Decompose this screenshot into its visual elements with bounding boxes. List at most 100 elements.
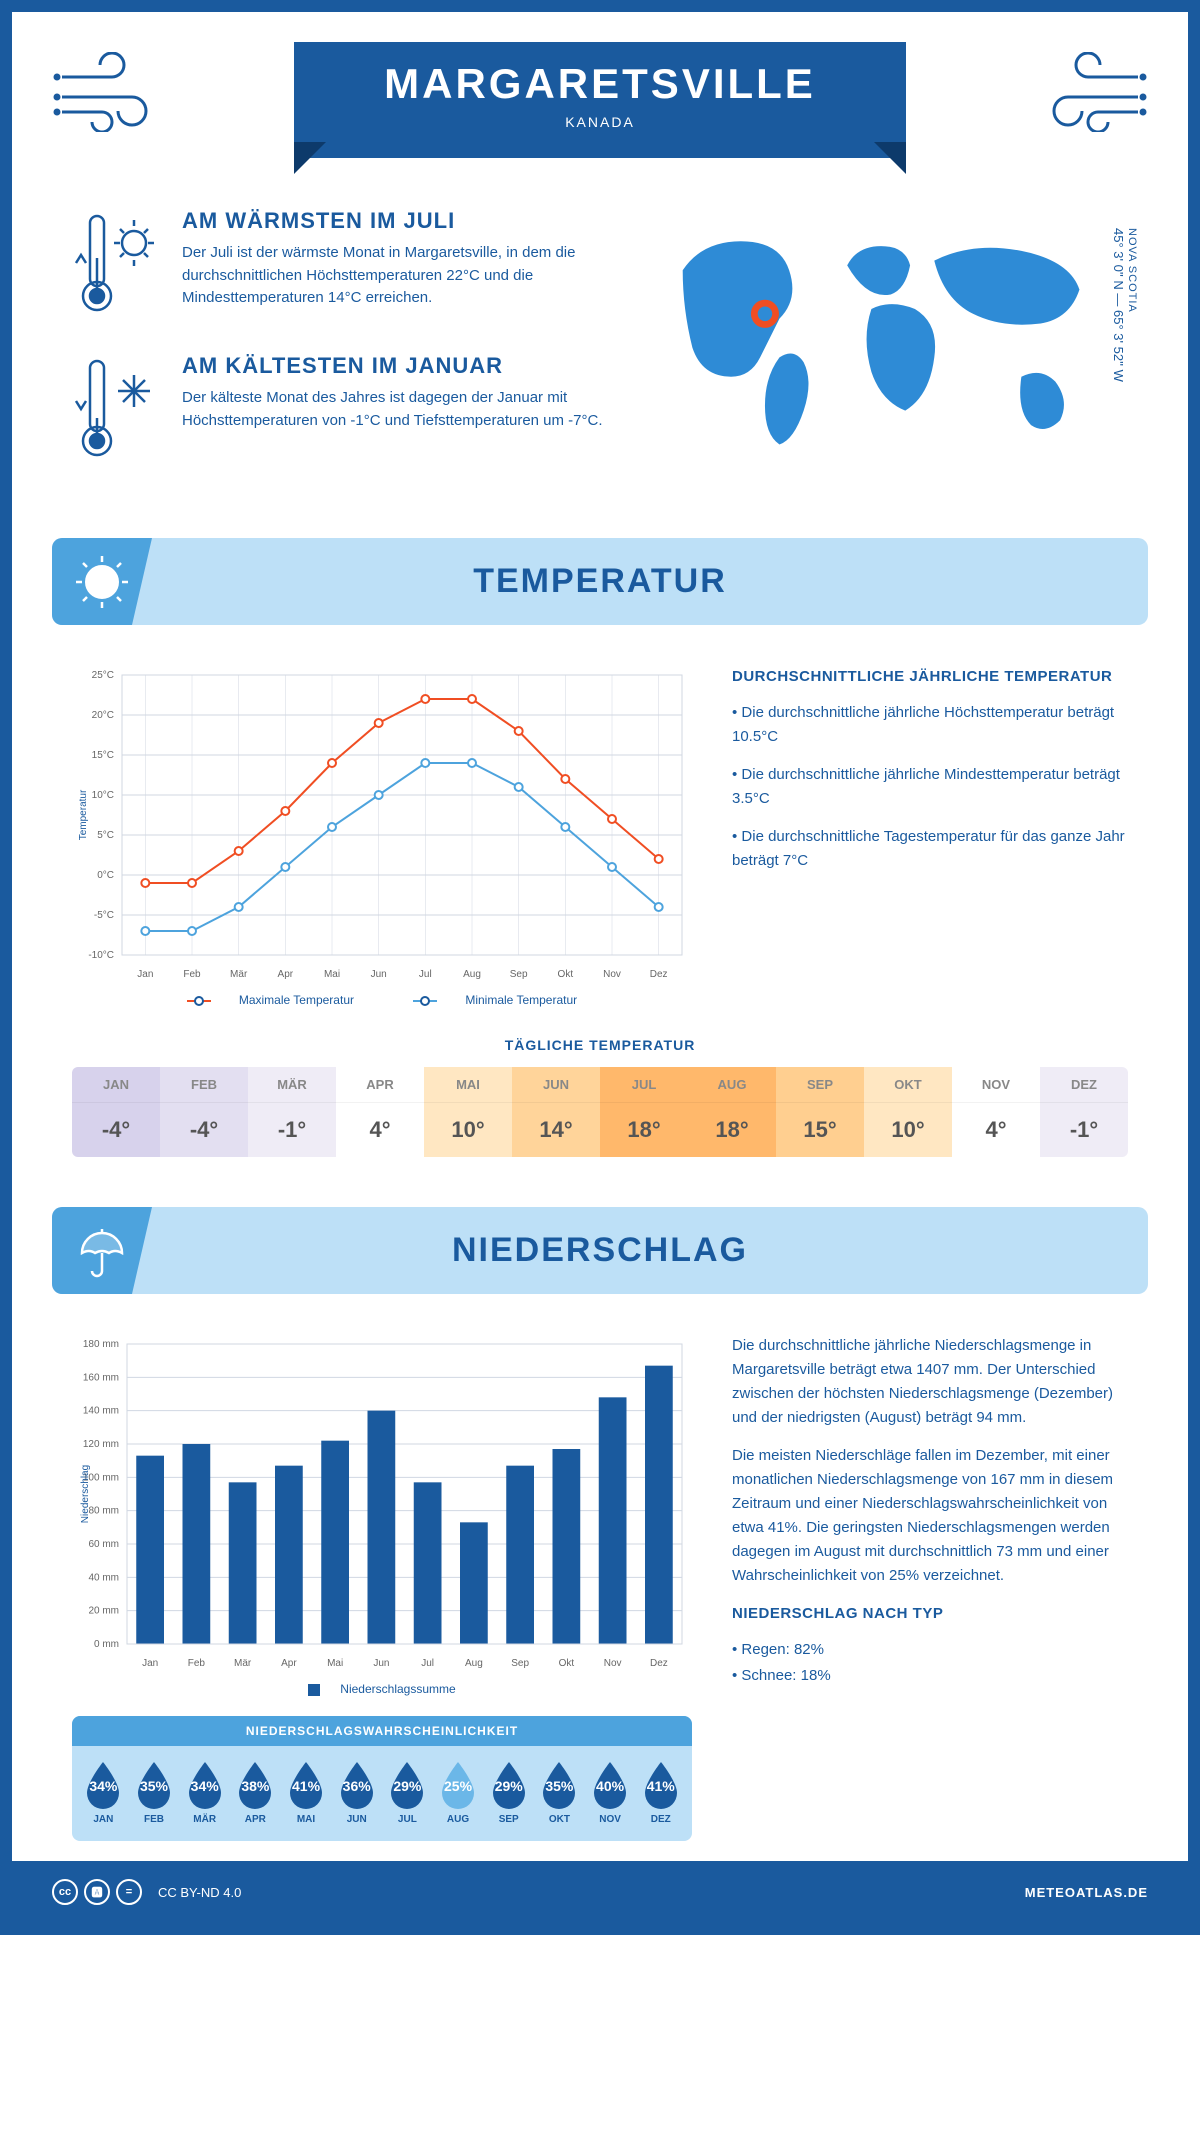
facts-column: AM WÄRMSTEN IM JULI Der Juli ist der wär… [72,208,604,498]
svg-text:Aug: Aug [465,1658,483,1669]
temp-cell: MÄR-1° [248,1067,336,1157]
probability-drop: 35% OKT [534,1760,585,1825]
coords-label: 45° 3' 0'' N — 65° 3' 52'' W [1111,228,1126,382]
probability-title: NIEDERSCHLAGSWAHRSCHEINLICHKEIT [72,1716,692,1746]
temp-cell: APR4° [336,1067,424,1157]
sun-icon [52,538,152,625]
probability-drop: 34% MÄR [179,1760,230,1825]
svg-text:Nov: Nov [603,969,621,980]
license-label: CC BY-ND 4.0 [158,1885,241,1900]
svg-text:Jul: Jul [421,1658,434,1669]
intro-section: AM WÄRMSTEN IM JULI Der Juli ist der wär… [12,168,1188,518]
coldest-fact: AM KÄLTESTEN IM JANUAR Der kälteste Mona… [72,353,604,468]
svg-text:40 mm: 40 mm [88,1572,119,1583]
svg-text:0 mm: 0 mm [94,1639,119,1650]
summary-title: DURCHSCHNITTLICHE JÄHRLICHE TEMPERATUR [732,665,1128,689]
temperature-legend: Maximale Temperatur Minimale Temperatur [72,993,692,1007]
svg-text:Feb: Feb [188,1658,206,1669]
warmest-fact: AM WÄRMSTEN IM JULI Der Juli ist der wär… [72,208,604,323]
warmest-text: Der Juli ist der wärmste Monat in Margar… [182,242,604,310]
wind-icon [1038,52,1148,132]
temp-cell: JAN-4° [72,1067,160,1157]
header: MARGARETSVILLE KANADA [12,12,1188,168]
probability-drop: 36% JUN [331,1760,382,1825]
temp-cell: DEZ-1° [1040,1067,1128,1157]
probability-drop: 29% SEP [483,1760,534,1825]
coordinates: NOVA SCOTIA 45° 3' 0'' N — 65° 3' 52'' W [1111,228,1138,382]
precipitation-text: Die durchschnittliche jährliche Niedersc… [732,1334,1128,1841]
svg-text:Jul: Jul [419,969,432,980]
temp-cell: MAI10° [424,1067,512,1157]
temp-cell: NOV4° [952,1067,1040,1157]
svg-text:Okt: Okt [558,969,574,980]
summary-b2: • Die durchschnittliche jährliche Mindes… [732,763,1128,811]
summary-b1: • Die durchschnittliche jährliche Höchst… [732,701,1128,749]
site-label: METEOATLAS.DE [1025,1885,1148,1900]
temp-cell: FEB-4° [160,1067,248,1157]
svg-text:Mai: Mai [324,969,340,980]
svg-text:Mai: Mai [327,1658,343,1669]
svg-text:15°C: 15°C [92,750,114,761]
precip-p1: Die durchschnittliche jährliche Niedersc… [732,1334,1128,1430]
infographic-container: MARGARETSVILLE KANADA [0,0,1200,1935]
legend-precip: Niederschlagssumme [340,1682,455,1696]
svg-text:Feb: Feb [183,969,201,980]
svg-text:Temperatur: Temperatur [78,789,89,840]
svg-text:Mär: Mär [230,969,248,980]
thermometer-snow-icon [72,353,162,468]
svg-text:Sep: Sep [511,1658,529,1669]
svg-text:Aug: Aug [463,969,481,980]
svg-text:160 mm: 160 mm [83,1372,119,1383]
svg-text:80 mm: 80 mm [88,1506,119,1517]
title-banner: MARGARETSVILLE KANADA [294,42,906,158]
probability-drops: 34% JAN 35% FEB 34% MÄR [72,1746,692,1829]
temperature-banner: TEMPERATUR [52,538,1148,625]
world-map-icon [644,208,1128,468]
probability-drop: 41% MAI [281,1760,332,1825]
precipitation-section: 0 mm20 mm40 mm60 mm80 mm100 mm120 mm140 … [12,1314,1188,1861]
probability-drop: 38% APR [230,1760,281,1825]
summary-b3: • Die durchschnittliche Tagestemperatur … [732,825,1128,873]
thermometer-sun-icon [72,208,162,323]
svg-text:Niederschlag: Niederschlag [80,1465,91,1523]
wind-icon [52,52,162,132]
svg-text:Apr: Apr [281,1658,297,1669]
map-column: NOVA SCOTIA 45° 3' 0'' N — 65° 3' 52'' W [644,208,1128,498]
precipitation-legend: Niederschlagssumme [72,1682,692,1696]
svg-text:Jan: Jan [137,969,153,980]
svg-text:120 mm: 120 mm [83,1439,119,1450]
country-label: KANADA [384,114,816,130]
temperature-line-chart: -10°C-5°C0°C5°C10°C15°C20°C25°CJanFebMär… [72,665,692,985]
svg-text:140 mm: 140 mm [83,1406,119,1417]
daily-temp-title: TÄGLICHE TEMPERATUR [72,1037,1128,1053]
legend-min: Minimale Temperatur [465,993,577,1007]
probability-drop: 35% FEB [129,1760,180,1825]
svg-text:Jun: Jun [373,1658,389,1669]
temperature-section: -10°C-5°C0°C5°C10°C15°C20°C25°CJanFebMär… [12,645,1188,1027]
license-block: cc 🅰 = CC BY-ND 4.0 [52,1879,241,1905]
precipitation-probability: NIEDERSCHLAGSWAHRSCHEINLICHKEIT 34% JAN … [72,1716,692,1841]
daily-temperature: TÄGLICHE TEMPERATUR JAN-4° FEB-4° MÄR-1°… [12,1027,1188,1187]
footer: cc 🅰 = CC BY-ND 4.0 METEOATLAS.DE [12,1861,1188,1923]
temp-cell: SEP15° [776,1067,864,1157]
svg-text:Jan: Jan [142,1658,158,1669]
city-title: MARGARETSVILLE [384,60,816,108]
coldest-title: AM KÄLTESTEN IM JANUAR [182,353,604,379]
precipitation-banner: NIEDERSCHLAG [52,1207,1148,1294]
svg-text:-5°C: -5°C [94,910,114,921]
svg-text:25°C: 25°C [92,670,114,681]
svg-text:Dez: Dez [650,1658,668,1669]
probability-drop: 40% NOV [585,1760,636,1825]
precipitation-heading: NIEDERSCHLAG [76,1231,1124,1270]
coldest-text: Der kälteste Monat des Jahres ist dagege… [182,387,604,432]
svg-text:Nov: Nov [604,1658,622,1669]
svg-text:-10°C: -10°C [88,950,114,961]
probability-drop: 34% JAN [78,1760,129,1825]
svg-text:20°C: 20°C [92,710,114,721]
cc-icon: cc [52,1879,78,1905]
svg-text:Apr: Apr [278,969,294,980]
warmest-title: AM WÄRMSTEN IM JULI [182,208,604,234]
svg-text:180 mm: 180 mm [83,1339,119,1350]
precipitation-bar-chart: 0 mm20 mm40 mm60 mm80 mm100 mm120 mm140 … [72,1334,692,1674]
nd-icon: = [116,1879,142,1905]
